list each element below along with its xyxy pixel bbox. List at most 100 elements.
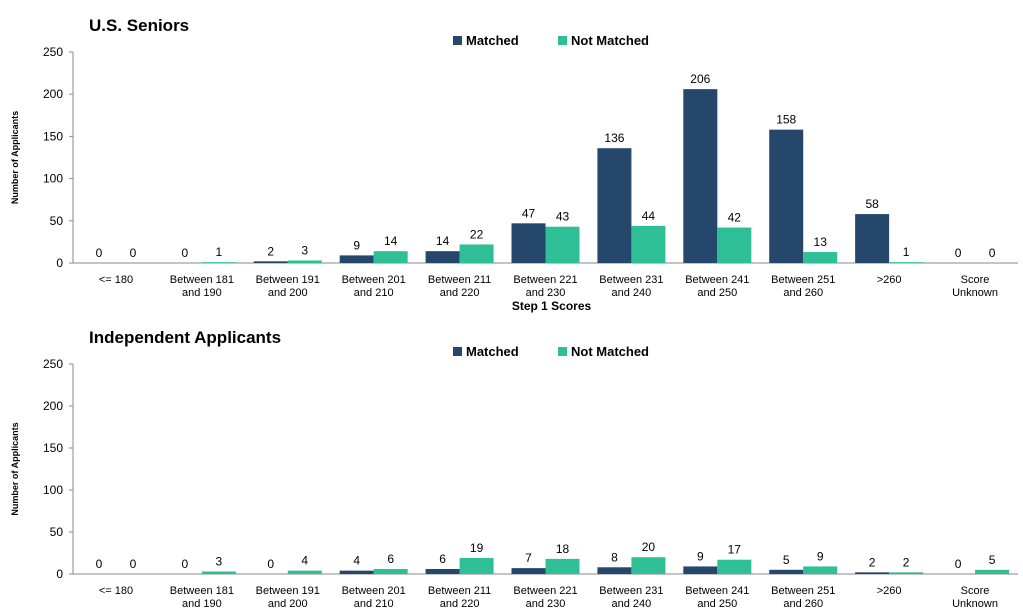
data-label: 7 [525, 551, 532, 565]
data-label: 42 [728, 211, 742, 225]
x-tick-label-line: and 240 [612, 287, 652, 299]
bar-matched [339, 255, 374, 263]
data-label: 8 [611, 550, 618, 564]
data-label: 0 [267, 557, 274, 571]
bar-matched [425, 568, 460, 574]
bar-matched [683, 566, 718, 574]
y-tick-label: 150 [43, 129, 63, 143]
x-tick-label-line: Between 191 [256, 274, 320, 286]
x-tick-label-line: Between 251 [771, 274, 835, 286]
x-tick-label-line: Between 181 [170, 274, 234, 286]
data-label: 0 [955, 246, 962, 260]
bar-not-matched [631, 225, 666, 263]
data-label: 17 [728, 543, 742, 557]
x-tick-label: Between 201 and 210 [342, 274, 406, 299]
legend-label-matched: Matched [466, 344, 519, 359]
bar-not-matched [803, 566, 838, 574]
x-tick-label-line: and 190 [182, 287, 222, 299]
x-tick-label-line: and 220 [440, 287, 480, 299]
x-tick-label: <= 180 [99, 585, 133, 597]
data-label: 6 [439, 552, 446, 566]
data-label: 9 [697, 549, 704, 563]
data-label: 47 [522, 206, 536, 220]
data-label: 6 [387, 552, 394, 566]
x-tick-label-line: and 210 [354, 287, 394, 299]
x-tick-label-line: Between 241 [685, 274, 749, 286]
bar-not-matched [373, 568, 408, 574]
x-tick-label-line: Unknown [952, 598, 998, 610]
x-tick-label-line: Between 231 [599, 585, 663, 597]
x-tick-label: Score Unknown [952, 274, 998, 299]
bar-not-matched [201, 571, 236, 574]
data-label: 0 [130, 557, 137, 571]
bar-not-matched [201, 262, 236, 264]
y-tick-label: 50 [50, 525, 64, 539]
bar-not-matched [889, 572, 924, 574]
data-label: 9 [353, 238, 360, 252]
y-tick-label: 0 [56, 567, 63, 581]
x-tick-label: Between 181 and 190 [170, 274, 234, 299]
bar-not-matched [287, 570, 322, 574]
x-tick-label-line: Between 201 [342, 274, 406, 286]
x-tick-label: Between 191 and 200 [256, 585, 320, 610]
legend-swatch-not-matched [558, 36, 567, 45]
x-tick-label-line: and 210 [354, 598, 394, 610]
x-tick-label-line: and 230 [526, 598, 566, 610]
data-label: 3 [301, 243, 308, 257]
x-tick-label: Score Unknown [952, 585, 998, 610]
y-tick-label: 250 [43, 357, 63, 371]
y-tick-label: 0 [56, 256, 63, 270]
bar-matched [253, 261, 288, 263]
data-label: 1 [216, 245, 223, 259]
x-tick-label-line: and 250 [697, 598, 737, 610]
x-tick-label-line: and 250 [697, 287, 737, 299]
y-tick-label: 250 [43, 45, 63, 59]
x-tick-label-line: and 190 [182, 598, 222, 610]
bar-matched [425, 251, 460, 263]
x-tick-label: Between 241 and 250 [685, 585, 749, 610]
x-tick-label-line: Unknown [952, 287, 998, 299]
bar-not-matched [459, 244, 494, 263]
x-tick-label: Between 191 and 200 [256, 274, 320, 299]
y-tick-label: 200 [43, 399, 63, 413]
x-tick-label: Between 221 and 230 [513, 585, 577, 610]
x-tick-label-line: >260 [877, 274, 902, 286]
x-tick-label-line: Between 211 [428, 585, 491, 597]
y-axis-label: Number of Applicants [10, 422, 20, 515]
y-tick-label: 50 [50, 214, 64, 228]
data-label: 0 [96, 557, 103, 571]
data-label: 18 [556, 542, 570, 556]
chart-title: U.S. Seniors [89, 16, 189, 35]
legend-swatch-matched [453, 36, 462, 45]
data-label: 0 [130, 246, 137, 260]
x-tick-label-line: and 230 [526, 287, 566, 299]
x-tick-label-line: Between 221 [513, 585, 577, 597]
bar-not-matched [545, 226, 580, 263]
data-label: 136 [604, 131, 624, 145]
chart-panel-1: U.S. Seniors Matched Not Matched Number of … [10, 16, 1018, 313]
x-tick-label: Between 201 and 210 [342, 585, 406, 610]
x-tick-label-line: Between 251 [771, 585, 835, 597]
x-tick-label: Between 221 and 230 [513, 274, 577, 299]
x-tick-label-line: Between 241 [685, 585, 749, 597]
bar-matched [597, 148, 632, 263]
bar-matched [769, 129, 804, 263]
data-label: 19 [470, 541, 484, 555]
x-axis-label: Step 1 Scores [512, 299, 592, 313]
chart-panel-2: Independent Applicants Matched Not Matched… [10, 328, 1018, 610]
x-tick-label-line: Between 201 [342, 585, 406, 597]
data-label: 14 [436, 234, 450, 248]
data-label: 158 [776, 113, 796, 127]
data-label: 43 [556, 210, 570, 224]
x-tick-label-line: and 240 [612, 598, 652, 610]
data-label: 3 [216, 554, 223, 568]
x-tick-label: >260 [877, 274, 902, 286]
y-tick-label: 200 [43, 87, 63, 101]
bar-not-matched [287, 260, 322, 263]
data-label: 5 [783, 553, 790, 567]
bar-matched [597, 567, 632, 574]
y-tick-label: 100 [43, 483, 63, 497]
data-label: 4 [353, 554, 360, 568]
